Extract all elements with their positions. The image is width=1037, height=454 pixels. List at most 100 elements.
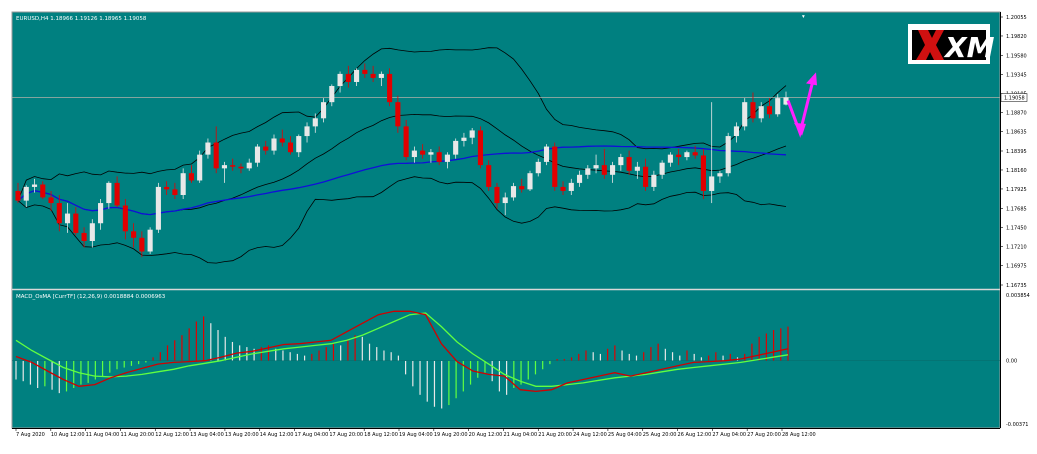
bull-candle [296, 136, 302, 153]
bull-candle [155, 186, 161, 230]
bear-candle [213, 142, 219, 169]
forecast-arrow [786, 72, 817, 138]
price-pane[interactable] [12, 12, 1000, 289]
time-tick-label: 7 Aug 2020 [16, 432, 45, 438]
time-tick-label: 18 Aug 12:00 [364, 432, 398, 438]
time-tick-label: 25 Aug 20:00 [643, 432, 677, 438]
time-tick-label: 14 Aug 12:00 [260, 432, 294, 438]
bear-candle [139, 237, 145, 252]
bull-candle [783, 97, 789, 105]
time-tick-label: 24 Aug 12:00 [573, 432, 607, 438]
bull-candle [180, 173, 186, 195]
bull-candle [197, 154, 203, 181]
bear-candle [230, 165, 236, 167]
bull-candle [378, 73, 384, 78]
bull-candle [684, 152, 690, 158]
bull-candle [205, 142, 211, 155]
bear-candle [122, 205, 128, 232]
bear-candle [164, 186, 170, 190]
price-tick-label: 1.17450 [1006, 225, 1027, 231]
time-tick-label: 10 Aug 12:00 [51, 432, 85, 438]
price-tick-label: 1.17925 [1006, 187, 1027, 193]
bear-candle [750, 102, 756, 119]
time-tick-label: 11 Aug 20:00 [120, 432, 154, 438]
bear-candle [494, 186, 500, 204]
bull-candle [775, 98, 781, 115]
bull-candle [320, 102, 327, 119]
time-tick-label: 17 Aug 20:00 [329, 432, 363, 438]
price-axis: 1.200551.198201.195801.193451.191051.188… [1000, 15, 1030, 428]
time-tick-label: 19 Aug 04:00 [399, 432, 433, 438]
bear-candle [676, 154, 682, 158]
bull-candle [337, 73, 343, 87]
current-price-label: 1.19058 [1004, 95, 1025, 101]
bull-candle [585, 168, 591, 175]
price-tick-label: 1.19580 [1006, 53, 1027, 59]
bull-candle [246, 162, 252, 169]
bull-candle [543, 146, 550, 162]
bear-candle [172, 189, 178, 195]
xm-logo: XM [908, 24, 995, 64]
macd-tick-label: 0.003854 [1006, 293, 1030, 299]
bull-candle [221, 165, 228, 169]
bull-candle [304, 126, 310, 137]
price-tick-label: 1.16735 [1006, 283, 1027, 289]
forecast-arrow-line [786, 75, 816, 138]
macd-pane[interactable] [12, 290, 1000, 428]
bull-candle [742, 102, 748, 127]
bear-candle [279, 138, 285, 143]
bull-candle [709, 176, 715, 191]
bull-candle [610, 165, 616, 175]
macd-lines [15, 310, 789, 393]
moving-average [17, 145, 787, 216]
bear-candle [387, 73, 393, 103]
time-tick-label: 21 Aug 04:00 [503, 432, 537, 438]
bull-candle [758, 106, 764, 119]
time-tick-label: 27 Aug 04:00 [712, 432, 746, 438]
bull-candle [717, 173, 723, 177]
bull-candle [659, 162, 665, 175]
forecast-arrow-head-up [806, 72, 817, 86]
bear-candle [552, 146, 558, 187]
bear-candle [766, 106, 773, 115]
price-tick-label: 1.17685 [1006, 206, 1027, 212]
upper-band [17, 47, 787, 201]
bull-candle [271, 138, 277, 151]
bull-candle [733, 126, 740, 137]
time-tick-label: 13 Aug 04:00 [190, 432, 224, 438]
bull-candle [147, 229, 153, 252]
bear-candle [700, 155, 706, 191]
time-axis: 7 Aug 2020 10 Aug 12:00 11 Aug 04:00 11 Aug… [15, 428, 816, 438]
logo-x-icon [916, 30, 944, 60]
time-tick-label: 28 Aug 12:00 [782, 432, 816, 438]
bear-candle [131, 231, 137, 238]
bear-candle [519, 186, 525, 190]
macd-line [15, 310, 789, 393]
scroll-marker-icon[interactable]: ▾ [802, 14, 805, 20]
time-tick-label: 13 Aug 20:00 [225, 432, 259, 438]
price-tick-label: 1.20055 [1006, 15, 1027, 21]
macd-tick-label: -0.00371 [1006, 422, 1028, 428]
bear-candle [560, 186, 566, 191]
time-tick-label: 12 Aug 12:00 [155, 432, 189, 438]
bull-candle [618, 157, 624, 166]
bear-candle [403, 126, 409, 158]
bear-candle [395, 102, 401, 127]
bull-candle [593, 165, 599, 169]
macd-info-label: MACD_OsMA [CurrTF] (12,26,9) 0.0018884 0… [16, 294, 166, 300]
time-tick-label: 21 Aug 20:00 [538, 432, 572, 438]
bear-candle [370, 73, 376, 78]
bull-candle [725, 136, 731, 174]
bull-candle [527, 173, 533, 190]
bear-candle [692, 152, 698, 156]
bear-candle [81, 232, 87, 242]
bear-candle [15, 190, 21, 201]
forecast-arrow-head-down [794, 122, 806, 136]
bull-candle [535, 161, 541, 174]
time-tick-label: 27 Aug 20:00 [747, 432, 781, 438]
time-tick-label: 26 Aug 12:00 [678, 432, 712, 438]
bull-candle [576, 174, 583, 183]
bull-candle [329, 86, 335, 103]
bull-candle [510, 186, 517, 198]
